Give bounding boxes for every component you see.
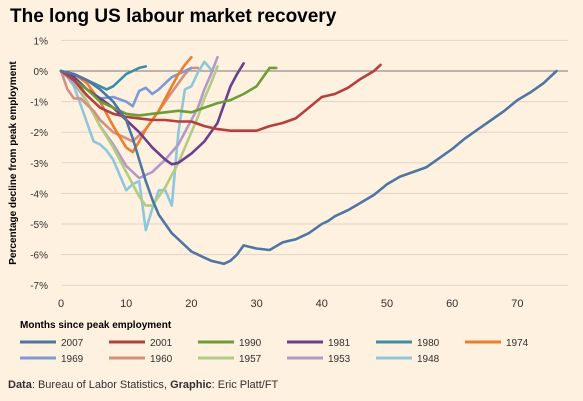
series-line-2001 [59,63,382,132]
x-tick-label: 30 [250,298,262,310]
legend-label: 1980 [417,338,440,349]
y-tick-label: -7% [30,281,48,292]
legend-item-1957: 1957 [198,354,262,365]
series-line-1948 [59,60,213,232]
source-graphic-value: Eric Platt/FT [217,379,279,391]
legend-item-1981: 1981 [287,338,351,349]
series-line-1990 [59,66,278,117]
series-line-1981 [59,62,245,166]
y-tick-label: 0% [34,67,49,78]
source-data-value: Bureau of Labor Statistics [37,379,164,391]
x-tick-label: 70 [511,298,523,310]
legend-label: 2001 [150,338,173,349]
y-axis-label: Percentage decline from peak employment [8,61,19,265]
legend-label: 1969 [61,354,84,365]
legend-label: 1957 [239,354,262,365]
legend-item-1948: 1948 [376,354,440,365]
legend-label: 1960 [150,354,173,365]
x-axis-ticks: 0 10 20 30 40 50 60 70 [58,298,524,310]
legend-label: 1974 [506,338,529,349]
legend-item-2007: 2007 [20,338,84,349]
grid [61,39,568,286]
series-line-1957 [59,65,219,207]
y-tick-label: -4% [30,189,48,200]
y-tick-label: -3% [30,159,48,170]
legend-item-1960: 1960 [109,354,173,365]
y-tick-label: -5% [30,220,48,231]
y-tick-label: -2% [30,128,48,139]
legend-item-1980: 1980 [376,338,440,349]
legend-label: 1981 [328,338,351,349]
series-line-2007 [59,69,558,266]
y-axis-ticks: 1% 0% -1% -2% -3% -4% -5% -6% -7% [30,36,48,292]
series-line-1960 [59,66,200,143]
y-tick-label: -6% [30,251,48,262]
x-tick-label: 20 [185,298,197,310]
chart-title: The long US labour market recovery [10,6,337,27]
y-tick-label: -1% [30,98,48,109]
legend-label: 1990 [239,338,262,349]
legend-item-2001: 2001 [109,338,173,349]
x-tick-label: 50 [381,298,393,310]
legend-label: 1948 [417,354,440,365]
x-tick-label: 60 [446,298,458,310]
legend-item-1953: 1953 [287,354,351,365]
source-data-label: Data [8,379,32,391]
source-note: Data: Bureau of Labor Statistics, Graphi… [8,379,279,391]
x-tick-label: 10 [120,298,132,310]
x-axis-label: Months since peak employment [20,320,172,331]
legend: 2007 2001 1990 1981 1980 1974 1969 1960 1957 1953… [20,338,529,365]
y-tick-label: 1% [34,36,49,47]
source-graphic-label: Graphic [170,379,212,391]
x-tick-label: 0 [58,298,64,310]
series-lines [59,55,558,266]
legend-label: 1953 [328,354,351,365]
legend-label: 2007 [61,338,84,349]
legend-item-1969: 1969 [20,354,84,365]
legend-item-1974: 1974 [465,338,529,349]
x-tick-label: 40 [316,298,328,310]
legend-item-1990: 1990 [198,338,262,349]
